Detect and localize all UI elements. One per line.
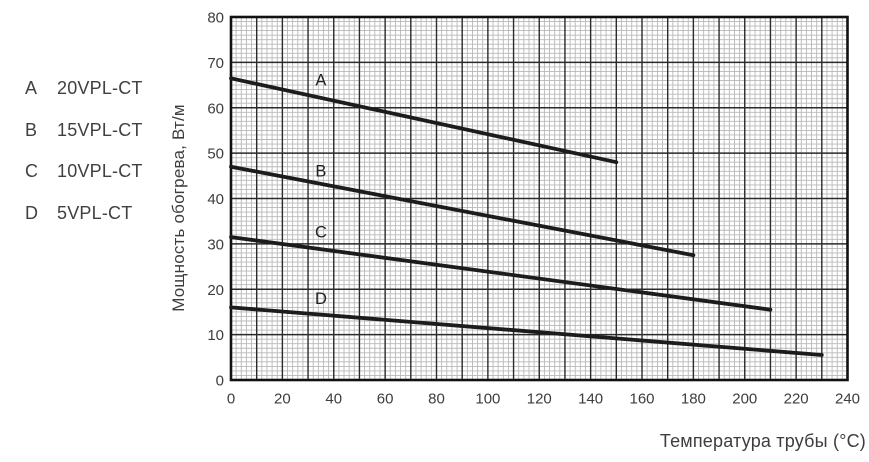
x-tick-label-120: 120 — [527, 391, 552, 408]
series-line-A — [229, 76, 619, 165]
y-tick-label-10: 10 — [207, 327, 224, 344]
series-label-B: B — [315, 162, 326, 180]
y-tick-label-30: 30 — [207, 236, 224, 253]
legend-key-b: B — [25, 119, 38, 140]
y-tick-label-80: 80 — [207, 10, 224, 27]
legend-key-c: C — [25, 161, 39, 181]
x-tick-label-220: 220 — [784, 391, 809, 408]
series-label-C: C — [315, 224, 327, 242]
series-line-B — [229, 164, 696, 258]
x-axis-title: Температура трубы (°C) — [659, 431, 866, 451]
y-tick-label-40: 40 — [207, 191, 224, 208]
x-tick-label-200: 200 — [732, 391, 757, 408]
x-tick-label-80: 80 — [428, 391, 445, 408]
series-label-A: A — [315, 72, 326, 90]
series-label-D: D — [315, 290, 327, 308]
legend-key-d: D — [25, 202, 39, 223]
legend-item-c: C 10VPL-CT — [25, 161, 143, 203]
x-tick-label-100: 100 — [475, 391, 500, 408]
x-tick-label-20: 20 — [274, 391, 291, 408]
legend-item-b: B 15VPL-CT — [25, 120, 143, 162]
y-tick-label-20: 20 — [207, 282, 224, 299]
legend-label-c: 10VPL-CT — [57, 161, 143, 181]
legend-item-a: A 20VPL-CT — [25, 78, 143, 120]
x-tick-label-60: 60 — [377, 391, 394, 408]
x-tick-label-140: 140 — [578, 391, 603, 408]
series-line-C — [229, 235, 773, 312]
y-tick-label-50: 50 — [207, 146, 224, 163]
y-tick-label-70: 70 — [207, 55, 224, 72]
series-legend: A 20VPL-CT B 15VPL-CT C 10VPL-CT D 5VPL-… — [25, 78, 143, 244]
y-tick-label-60: 60 — [207, 100, 224, 117]
legend-label-a: 20VPL-CT — [57, 78, 143, 98]
plot-border — [229, 15, 849, 382]
x-tick-label-0: 0 — [227, 391, 235, 408]
legend-item-d: D 5VPL-CT — [25, 203, 143, 245]
legend-label-d: 5VPL-CT — [57, 202, 133, 223]
x-tick-label-40: 40 — [325, 391, 342, 408]
y-tick-label-0: 0 — [216, 373, 224, 390]
y-axis-title: Мощность обогрева, Вт/м — [169, 104, 188, 312]
x-tick-label-180: 180 — [681, 391, 706, 408]
x-tick-label-160: 160 — [629, 391, 654, 408]
x-tick-label-240: 240 — [835, 391, 860, 408]
series-line-D — [229, 305, 824, 357]
legend-label-b: 15VPL-CT — [57, 119, 143, 140]
legend-key-a: A — [25, 78, 38, 98]
